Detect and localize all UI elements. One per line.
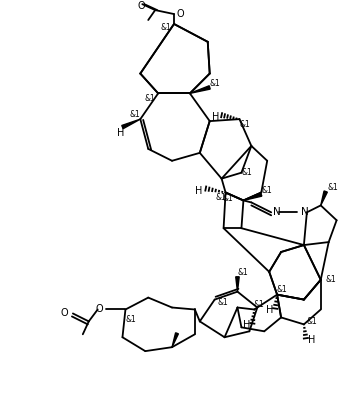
Text: &1: &1 bbox=[217, 298, 228, 307]
Polygon shape bbox=[172, 333, 178, 347]
Polygon shape bbox=[122, 119, 140, 129]
Text: &1: &1 bbox=[125, 315, 136, 324]
Text: H: H bbox=[195, 185, 203, 195]
Text: H: H bbox=[212, 112, 219, 122]
Polygon shape bbox=[236, 277, 239, 292]
Text: &1: &1 bbox=[222, 194, 233, 203]
Text: N: N bbox=[273, 207, 281, 217]
Text: &1: &1 bbox=[254, 300, 265, 309]
Text: &1: &1 bbox=[241, 168, 252, 177]
Text: H: H bbox=[308, 335, 316, 345]
Text: &1: &1 bbox=[145, 94, 156, 103]
Text: &1: &1 bbox=[237, 268, 248, 277]
Text: &1: &1 bbox=[215, 193, 226, 202]
Text: &1: &1 bbox=[277, 285, 287, 294]
Text: &1: &1 bbox=[326, 275, 336, 284]
Text: H: H bbox=[243, 320, 250, 330]
Polygon shape bbox=[321, 191, 327, 205]
Text: H: H bbox=[265, 306, 273, 316]
Text: O: O bbox=[60, 309, 68, 318]
Polygon shape bbox=[244, 193, 262, 200]
Text: O: O bbox=[95, 304, 103, 314]
Text: H: H bbox=[117, 128, 124, 138]
Text: &1: &1 bbox=[327, 183, 338, 192]
Polygon shape bbox=[190, 86, 210, 93]
Text: O: O bbox=[176, 9, 184, 19]
Text: O: O bbox=[137, 1, 145, 11]
Text: &1: &1 bbox=[161, 24, 172, 33]
Text: &1: &1 bbox=[306, 317, 317, 326]
Text: &1: &1 bbox=[262, 186, 273, 195]
Text: &1: &1 bbox=[239, 120, 250, 128]
Text: N: N bbox=[301, 207, 309, 217]
Text: &1: &1 bbox=[209, 79, 220, 88]
Text: &1: &1 bbox=[130, 110, 141, 119]
